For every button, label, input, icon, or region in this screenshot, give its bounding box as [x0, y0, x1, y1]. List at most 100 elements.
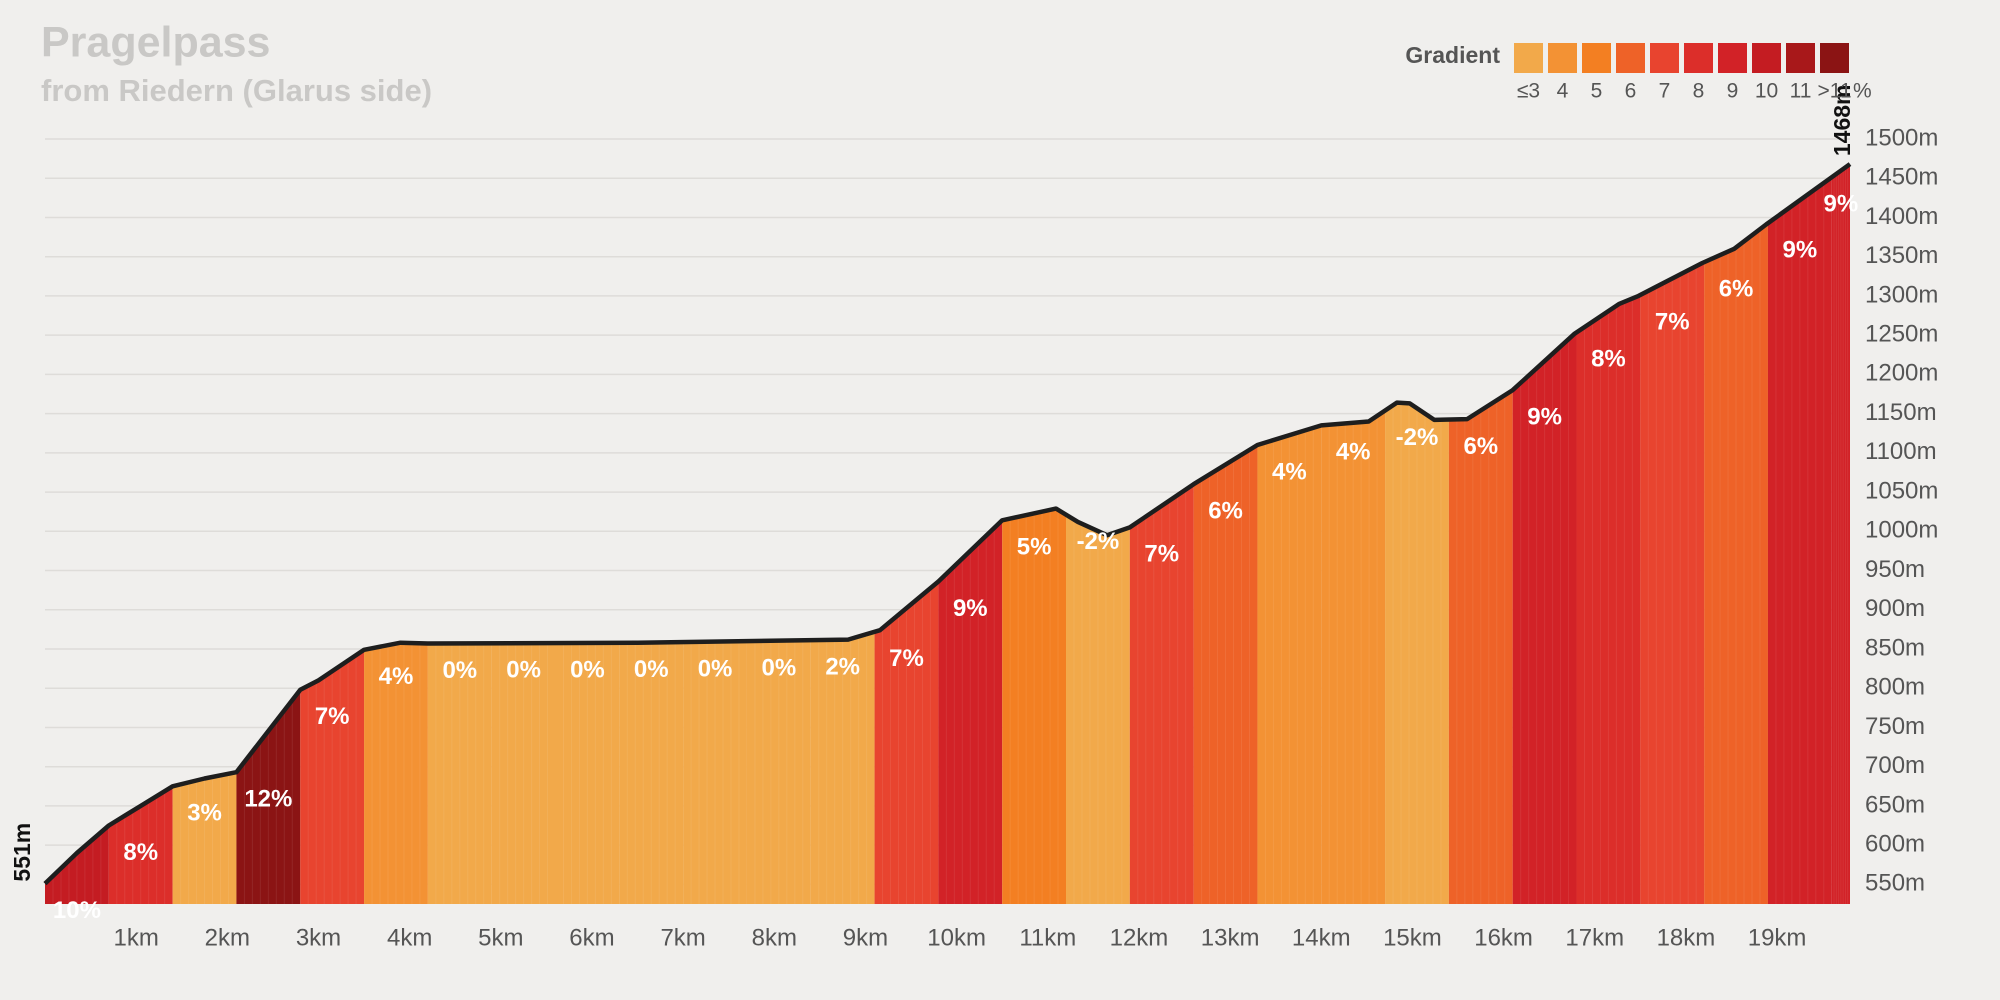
y-tick-label: 1100m — [1865, 438, 1937, 465]
y-tick-label: 1500m — [1865, 124, 1938, 151]
gradient-label: 7% — [315, 703, 350, 730]
x-tick-label: 17km — [1565, 924, 1624, 951]
x-tick-label: 5km — [478, 924, 523, 951]
start-elevation-label: 551m — [9, 823, 35, 882]
gradient-label: 7% — [889, 645, 924, 672]
legend-swatch — [1514, 43, 1543, 73]
y-tick-label: 1300m — [1865, 281, 1938, 308]
legend-label: 4 — [1557, 80, 1569, 103]
gradient-band — [1704, 164, 1768, 904]
y-tick-label: 750m — [1865, 713, 1925, 740]
gradient-label: 6% — [1208, 498, 1243, 525]
gradient-label: 12% — [244, 786, 292, 813]
legend-label: 9 — [1727, 80, 1739, 103]
x-tick-label: 7km — [660, 924, 705, 951]
y-tick-label: 1150m — [1865, 399, 1937, 426]
gradient-label: 7% — [1144, 541, 1179, 568]
legend-swatch — [1684, 43, 1713, 73]
gradient-label: 4% — [1336, 439, 1371, 466]
gradient-label: 7% — [1655, 308, 1690, 335]
gradient-band — [108, 164, 173, 904]
x-tick-label: 14km — [1292, 924, 1351, 951]
gradient-label: 2% — [825, 653, 860, 680]
x-tick-label: 6km — [569, 924, 614, 951]
legend-label: 6 — [1625, 80, 1637, 103]
legend-label: 10 — [1755, 80, 1778, 103]
gradient-label: 0% — [570, 656, 605, 683]
elevation-line — [43, 162, 1852, 886]
x-tick-label: 11km — [1019, 924, 1076, 951]
legend-swatch — [1752, 43, 1781, 73]
y-tick-label: 800m — [1865, 674, 1925, 701]
gradient-label: 6% — [1719, 276, 1754, 303]
gradient-label: 8% — [1591, 346, 1626, 373]
x-tick-label: 9km — [843, 924, 888, 951]
overlay: 550m 600m 650m 700m 750m 800m 850m 900m 950m 1000… — [9, 42, 1938, 951]
legend-swatch — [1548, 43, 1577, 73]
y-tick-label: 600m — [1865, 830, 1925, 857]
legend-swatch — [1786, 43, 1815, 73]
gradient-band — [1831, 164, 1850, 904]
legend-swatch — [1820, 43, 1849, 73]
gradient-band — [1767, 164, 1832, 904]
end-elevation-label: 1468m — [1829, 84, 1855, 156]
legend-label: ≤3 — [1517, 80, 1540, 103]
legend-swatch — [1616, 43, 1645, 73]
x-tick-label: 1km — [113, 924, 158, 951]
gradient-label: 8% — [123, 839, 158, 866]
y-tick-label: 1200m — [1865, 360, 1938, 387]
x-tick-label: 13km — [1201, 924, 1260, 951]
x-tick-label: 19km — [1748, 924, 1807, 951]
gradient-label: 0% — [634, 656, 669, 683]
gradient-label: 0% — [506, 657, 541, 684]
y-tick-label: 1250m — [1865, 320, 1938, 347]
gradient-label: 5% — [1017, 534, 1052, 561]
gradient-label: 6% — [1463, 433, 1498, 460]
gradient-band — [45, 164, 109, 904]
legend-swatch — [1718, 43, 1747, 73]
gradient-label: -2% — [1396, 424, 1439, 451]
y-tick-label: 1450m — [1865, 164, 1938, 191]
gradient-label: 10% — [53, 897, 101, 924]
chart-title: Pragelpass — [41, 18, 270, 66]
gradient-label: 0% — [762, 654, 797, 681]
gradient-bands — [45, 164, 1850, 904]
gradient-label: 0% — [442, 657, 477, 684]
y-tick-label: 1400m — [1865, 203, 1938, 230]
x-tick-label: 16km — [1474, 924, 1533, 951]
x-tick-label: 15km — [1383, 924, 1442, 951]
y-tick-label: 650m — [1865, 791, 1925, 818]
y-tick-label: 1000m — [1865, 517, 1938, 544]
legend-unit: % — [1853, 80, 1872, 103]
chart-subtitle: from Riedern (Glarus side) — [41, 73, 432, 108]
y-tick-label: 700m — [1865, 752, 1925, 779]
x-tick-label: 8km — [752, 924, 797, 951]
y-tick-label: 1050m — [1865, 477, 1938, 504]
legend-swatch — [1650, 43, 1679, 73]
gradient-label: 9% — [1783, 237, 1818, 264]
y-tick-label: 900m — [1865, 595, 1925, 622]
legend-title: Gradient — [1405, 42, 1500, 68]
legend-label: >11 — [1817, 80, 1851, 103]
x-tick-label: 12km — [1110, 924, 1169, 951]
x-tick-label: 4km — [387, 924, 432, 951]
x-tick-label: 18km — [1657, 924, 1716, 951]
gradient-label: 9% — [1527, 403, 1562, 430]
x-tick-label: 10km — [927, 924, 986, 951]
y-tick-label: 550m — [1865, 870, 1925, 897]
x-tick-label: 3km — [296, 924, 341, 951]
legend-swatch — [1582, 43, 1611, 73]
y-tick-label: 850m — [1865, 634, 1925, 661]
legend-label: 5 — [1591, 80, 1603, 103]
legend-label: 8 — [1693, 80, 1705, 103]
gradient-label: 0% — [698, 655, 733, 682]
gradient-label: 3% — [187, 800, 222, 827]
gradient-label: 4% — [379, 663, 414, 690]
gradient-label: 4% — [1272, 458, 1307, 485]
gradient-label: 9% — [953, 595, 988, 622]
gradient-label: -2% — [1077, 528, 1120, 555]
y-tick-label: 950m — [1865, 556, 1925, 583]
y-tick-label: 1350m — [1865, 242, 1938, 269]
gradient-label: 9% — [1824, 191, 1859, 218]
